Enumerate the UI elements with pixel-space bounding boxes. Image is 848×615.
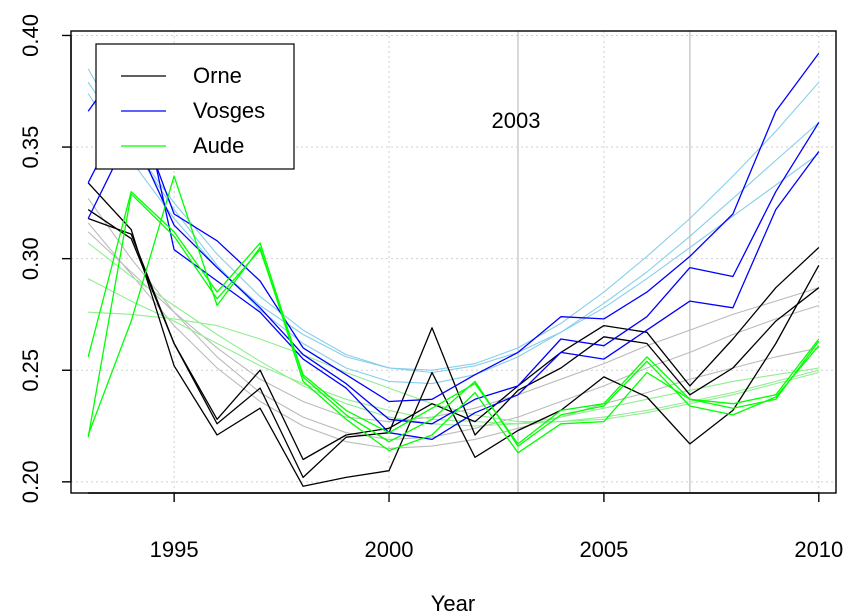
series-line-aude-trend	[88, 311, 819, 423]
x-tick-label: 2010	[794, 537, 843, 562]
x-tick-label: 2000	[365, 537, 414, 562]
y-tick-label: 0.20	[18, 460, 43, 503]
legend: Orne Vosges Aude	[95, 43, 295, 170]
x-axis: 1995 2000 2005 2010	[88, 492, 843, 562]
y-tick-label: 0.35	[18, 126, 43, 169]
y-tick-label: 0.30	[18, 237, 43, 280]
series-line-orne-observed	[87, 182, 820, 487]
annotation-label: 2003	[492, 108, 541, 133]
legend-label-aude: Aude	[193, 133, 244, 158]
y-tick-label: 0.40	[18, 14, 43, 57]
legend-box	[95, 43, 295, 170]
series-line-vosges-observed	[87, 52, 820, 403]
x-axis-title: Year	[431, 591, 475, 615]
series-line-orne-trend	[87, 198, 819, 440]
series-line-vosges-trend	[87, 93, 820, 374]
series-line-aude-observed	[87, 191, 820, 447]
x-tick-label: 1995	[150, 537, 199, 562]
series-line-aude-observed	[87, 175, 820, 454]
y-axis: 0.20 0.25 0.30 0.35 0.40	[18, 14, 72, 503]
series-lines	[87, 50, 820, 487]
series-line-aude-trend	[87, 242, 819, 427]
legend-label-orne: Orne	[193, 63, 242, 88]
series-line-vosges-observed	[87, 50, 820, 441]
x-tick-label: 2005	[579, 537, 628, 562]
legend-label-vosges: Vosges	[193, 98, 265, 123]
vertical-markers	[517, 31, 691, 493]
series-line-vosges-observed	[87, 122, 820, 425]
series-line-aude-observed	[87, 193, 820, 445]
series-line-vosges-trend	[87, 81, 820, 371]
y-tick-label: 0.25	[18, 349, 43, 392]
series-line-orne-observed	[87, 217, 820, 461]
series-line-orne-observed	[87, 209, 820, 479]
series-line-vosges-trend	[87, 68, 820, 385]
